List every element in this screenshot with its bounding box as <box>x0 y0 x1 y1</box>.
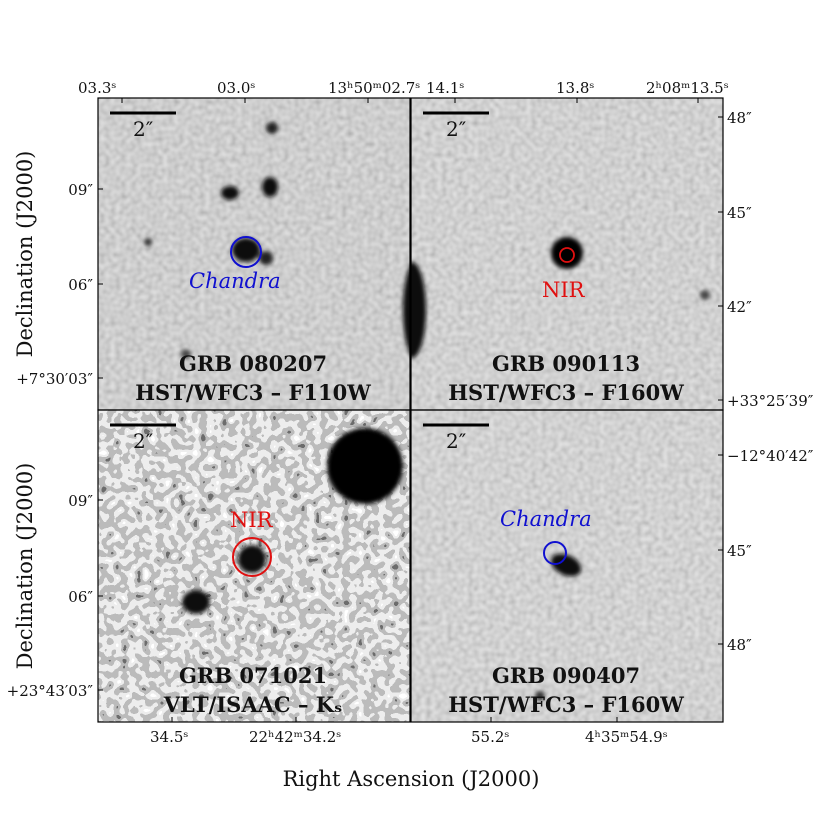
ra-tick-label: 4ʰ35ᵐ54.9ˢ <box>585 728 668 746</box>
scale-bar-label: 2″ <box>446 429 466 453</box>
nir-position-circle-071021 <box>232 537 272 577</box>
dec-tick-label: 45″ <box>727 204 752 222</box>
instrument-label: VLT/ISAAC – Kₛ <box>163 692 343 717</box>
marker-label-chandra: Chandra <box>500 507 592 531</box>
ra-tick-label: 03.3ˢ <box>78 79 116 97</box>
scale-bar-label: 2″ <box>133 429 153 453</box>
panel-grb-090407 <box>411 410 723 722</box>
ra-tick-label: 2ʰ08ᵐ13.5ˢ <box>646 79 729 97</box>
sources <box>535 553 582 701</box>
panel-grb-071021 <box>98 410 410 722</box>
instrument-label: HST/WFC3 – F160W <box>448 692 684 717</box>
dec-tick-label: +23°43′03″ <box>7 682 94 700</box>
dec-tick-label: 06″ <box>68 276 93 294</box>
dec-tick-label: 09″ <box>68 492 93 510</box>
marker-label-nir: NIR <box>542 278 586 302</box>
ra-tick-label: 34.5ˢ <box>150 728 188 746</box>
chandra-error-circle-090407 <box>543 541 567 565</box>
instrument-label: HST/WFC3 – F110W <box>135 380 371 405</box>
ra-tick-label: 14.1ˢ <box>426 79 464 97</box>
ra-tick-label: 13ʰ50ᵐ02.7ˢ <box>328 79 420 97</box>
panel-grb-080207 <box>98 98 410 410</box>
scale-bar-label: 2″ <box>446 117 466 141</box>
y-axis-title: Declination (J2000) <box>13 151 37 358</box>
panel-frame <box>97 409 411 723</box>
grb-name: GRB 071021 <box>179 663 327 688</box>
nir-position-circle-090113 <box>559 247 575 263</box>
panel-frame <box>410 409 724 723</box>
dec-tick-label: 48″ <box>727 636 752 654</box>
dec-tick-label: 09″ <box>68 181 93 199</box>
ra-tick-label: 55.2ˢ <box>471 728 509 746</box>
dec-tick-label: 42″ <box>727 298 752 316</box>
panel-grb-090113 <box>411 98 723 410</box>
instrument-label: HST/WFC3 – F160W <box>448 380 684 405</box>
sources <box>182 428 403 614</box>
grb-name: GRB 080207 <box>179 351 327 376</box>
dec-tick-label: +33°25′39″ <box>727 392 814 410</box>
marker-label-nir: NIR <box>230 508 274 532</box>
chandra-error-circle-080207 <box>230 236 262 268</box>
y-axis-title: Declination (J2000) <box>13 463 37 670</box>
tick-marks <box>98 98 723 722</box>
marker-label-chandra: Chandra <box>189 269 281 293</box>
ra-tick-label: 03.0ˢ <box>217 79 255 97</box>
grb-name: GRB 090407 <box>492 663 640 688</box>
ra-tick-label: 13.8ˢ <box>556 79 594 97</box>
grb-name: GRB 090113 <box>492 351 640 376</box>
dec-tick-label: +7°30′03″ <box>16 370 93 388</box>
dec-tick-label: −12°40′42″ <box>727 447 814 465</box>
ra-tick-label: 22ʰ42ᵐ34.2ˢ <box>249 728 341 746</box>
dec-tick-label: 45″ <box>727 542 752 560</box>
scale-bar-label: 2″ <box>133 117 153 141</box>
dec-tick-label: 48″ <box>727 109 752 127</box>
x-axis-title: Right Ascension (J2000) <box>283 767 540 791</box>
sources <box>144 122 410 359</box>
sources <box>411 237 710 358</box>
dec-tick-label: 06″ <box>68 588 93 606</box>
